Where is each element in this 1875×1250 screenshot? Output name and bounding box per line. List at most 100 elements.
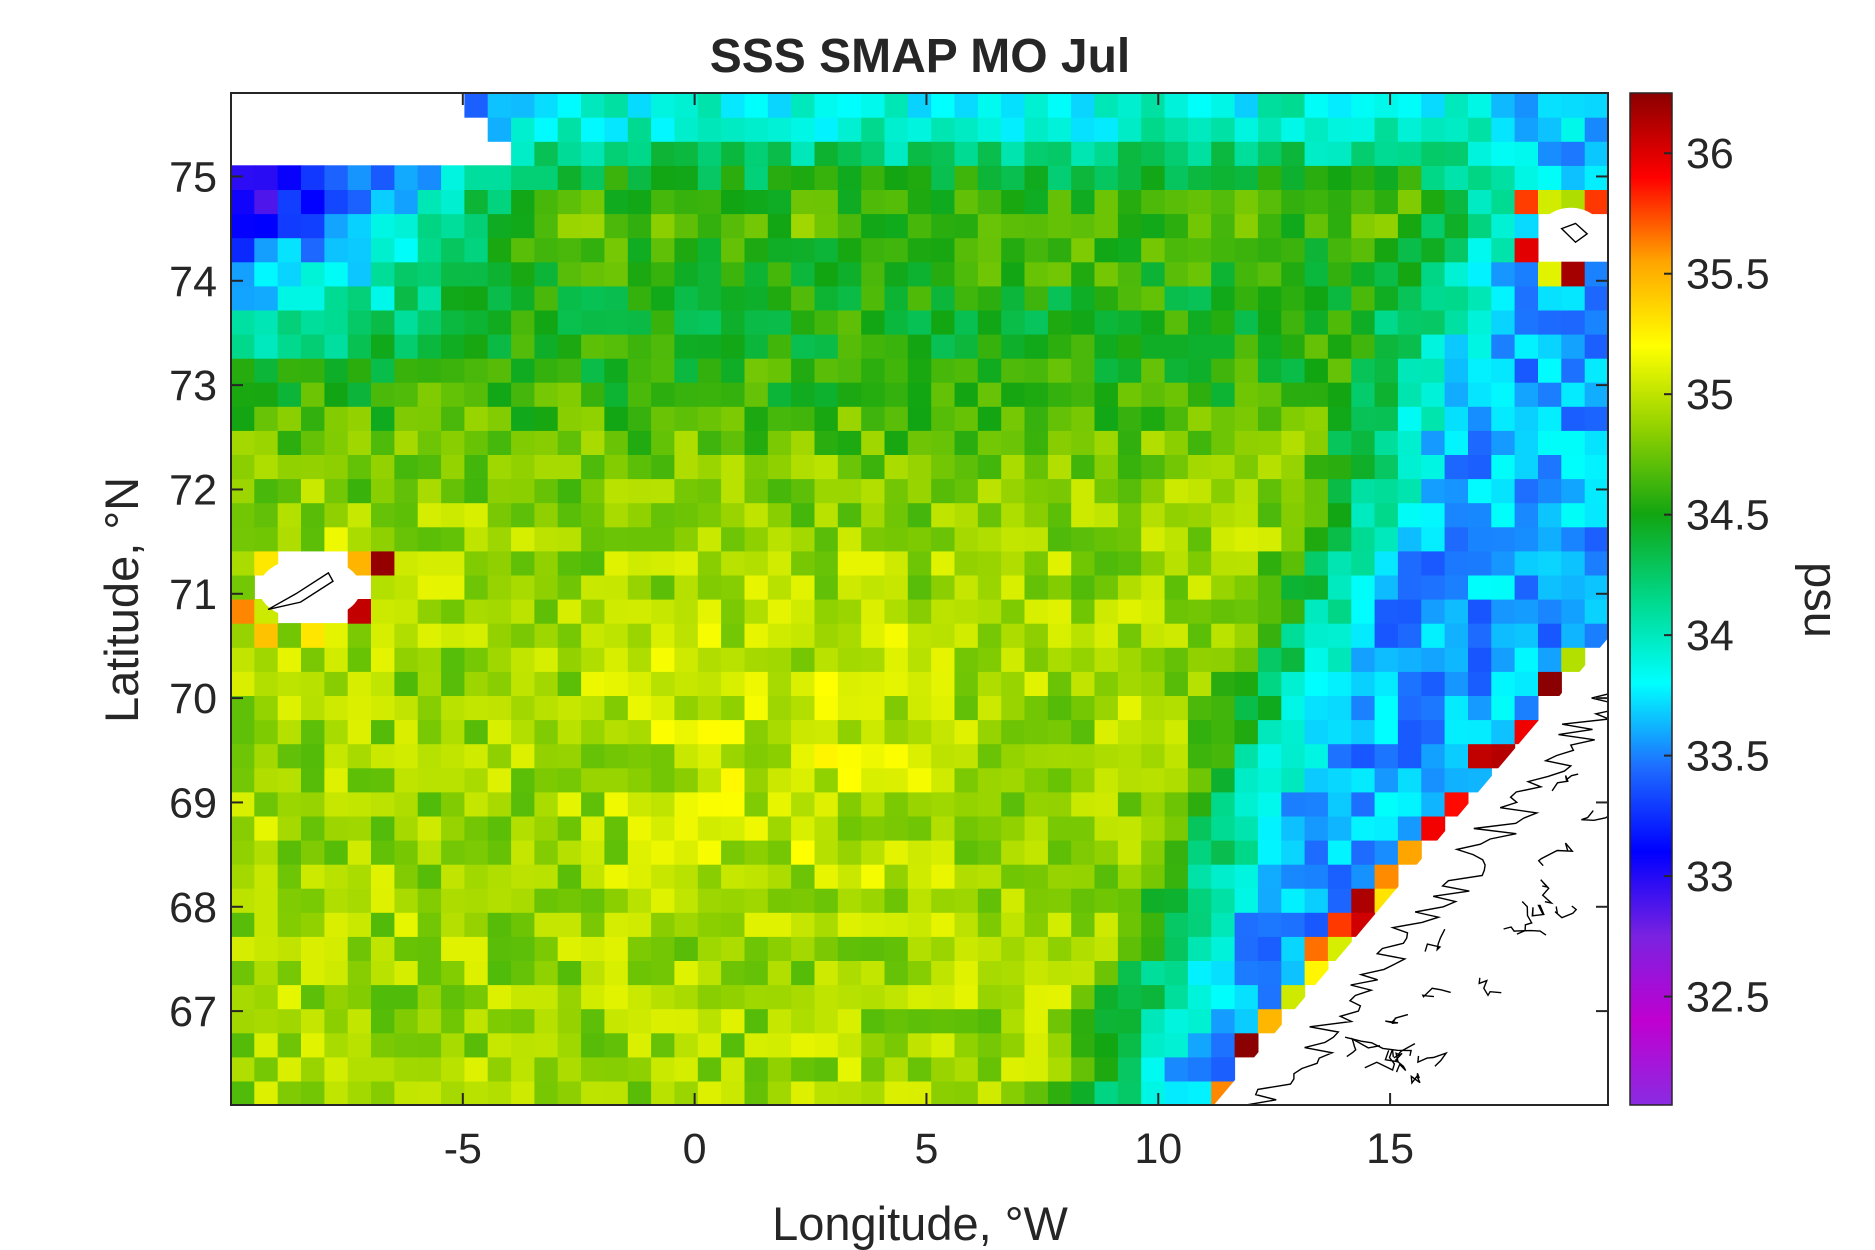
heatmap-cell <box>1304 189 1329 215</box>
heatmap-cell <box>697 888 722 913</box>
heatmap-cell <box>1187 334 1212 359</box>
heatmap-cell <box>907 454 932 480</box>
heatmap-cell <box>464 864 489 889</box>
heatmap-cell <box>417 358 442 383</box>
heatmap-cell <box>721 671 745 696</box>
heatmap-cell <box>534 526 559 552</box>
heatmap-cell <box>1024 117 1049 142</box>
heatmap-cell <box>954 285 979 311</box>
heatmap-cell <box>604 960 629 986</box>
heatmap-cell <box>791 93 815 118</box>
heatmap-cell <box>1374 767 1399 793</box>
heatmap-cell <box>581 309 605 335</box>
heatmap-cell <box>697 960 722 986</box>
heatmap-cell <box>697 189 722 215</box>
heatmap-cell <box>1491 213 1516 239</box>
heatmap-cell <box>1351 285 1376 311</box>
heatmap-cell <box>301 695 325 721</box>
heatmap-cell <box>534 285 559 311</box>
heatmap-cell <box>1584 454 1608 480</box>
heatmap-cell <box>371 599 395 624</box>
heatmap-cell <box>347 888 372 913</box>
heatmap-cell <box>837 1008 862 1034</box>
heatmap-cell <box>557 382 582 407</box>
heatmap-cell <box>721 189 745 215</box>
heatmap-cell <box>301 912 325 937</box>
heatmap-cell <box>604 213 629 239</box>
heatmap-cell <box>464 840 489 865</box>
heatmap-cell <box>581 213 605 239</box>
heatmap-cell <box>1374 526 1399 552</box>
heatmap-cell <box>697 695 722 721</box>
heatmap-cell <box>861 864 886 889</box>
heatmap-cell <box>534 743 559 769</box>
heatmap-cell <box>371 815 395 841</box>
heatmap-cell <box>534 791 559 817</box>
heatmap-cell <box>1561 550 1586 576</box>
heatmap-cell <box>767 165 792 190</box>
heatmap-cell <box>1047 960 1072 986</box>
heatmap-cell <box>371 406 395 431</box>
heatmap-cell <box>744 550 769 576</box>
heatmap-cell <box>1117 189 1142 215</box>
heatmap-cell <box>791 334 815 359</box>
heatmap-cell <box>534 478 559 504</box>
heatmap-cell <box>1211 141 1236 166</box>
heatmap-cell <box>721 1032 745 1058</box>
heatmap-cell <box>1001 358 1026 383</box>
heatmap-cell <box>254 815 279 841</box>
heatmap-cell <box>487 358 512 383</box>
fjord-outline <box>1697 704 1727 715</box>
heatmap-cell <box>1047 936 1072 961</box>
heatmap-cell <box>1561 93 1586 118</box>
heatmap-cell <box>1211 936 1236 961</box>
heatmap-cell <box>1164 671 1189 696</box>
heatmap-cell <box>1351 864 1376 889</box>
heatmap-cell <box>1001 647 1026 672</box>
heatmap-cell <box>791 1080 815 1105</box>
heatmap-cell <box>1444 189 1469 215</box>
heatmap-cell <box>767 502 792 528</box>
heatmap-cell <box>1304 309 1329 335</box>
heatmap-cell <box>651 285 675 311</box>
heatmap-cell <box>1374 743 1399 769</box>
heatmap-cell <box>907 213 932 239</box>
heatmap-cell <box>814 454 839 480</box>
heatmap-cell <box>861 550 886 576</box>
heatmap-cell <box>1117 1080 1142 1105</box>
heatmap-cell <box>697 526 722 552</box>
heatmap-cell <box>1561 647 1586 672</box>
heatmap-cell <box>1117 719 1142 745</box>
heatmap-cell <box>977 815 1002 841</box>
heatmap-cell <box>744 526 769 552</box>
heatmap-cell <box>1117 912 1142 937</box>
heatmap-cell <box>1211 840 1236 865</box>
heatmap-cell <box>301 285 325 311</box>
heatmap-cell <box>1584 406 1608 431</box>
heatmap-cell <box>627 285 652 311</box>
heatmap-cell <box>487 1032 512 1058</box>
heatmap-cell <box>277 309 302 335</box>
heatmap-cell <box>347 454 372 480</box>
heatmap-cell <box>651 117 675 142</box>
heatmap-cell <box>1071 719 1096 745</box>
heatmap-cell <box>464 960 489 986</box>
heatmap-cell <box>441 647 465 672</box>
heatmap-cell <box>1257 141 1282 166</box>
heatmap-cell <box>1024 309 1049 335</box>
heatmap-cell <box>1514 526 1539 552</box>
heatmap-cell <box>627 984 652 1010</box>
heatmap-cell <box>674 1008 699 1034</box>
heatmap-cell <box>1444 550 1469 576</box>
heatmap-cell <box>511 574 535 600</box>
heatmap-cell <box>744 960 769 986</box>
heatmap-cell <box>1304 647 1329 672</box>
heatmap-cell <box>931 936 956 961</box>
heatmap-cell <box>464 695 489 721</box>
heatmap-cell <box>954 478 979 504</box>
heatmap-cell <box>837 623 862 648</box>
heatmap-cell <box>557 358 582 383</box>
heatmap-cell <box>1071 1008 1096 1034</box>
heatmap-cell <box>347 743 372 769</box>
heatmap-cell <box>487 454 512 480</box>
